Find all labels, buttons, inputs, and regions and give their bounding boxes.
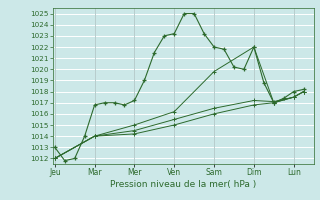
X-axis label: Pression niveau de la mer( hPa ): Pression niveau de la mer( hPa )	[110, 180, 256, 189]
